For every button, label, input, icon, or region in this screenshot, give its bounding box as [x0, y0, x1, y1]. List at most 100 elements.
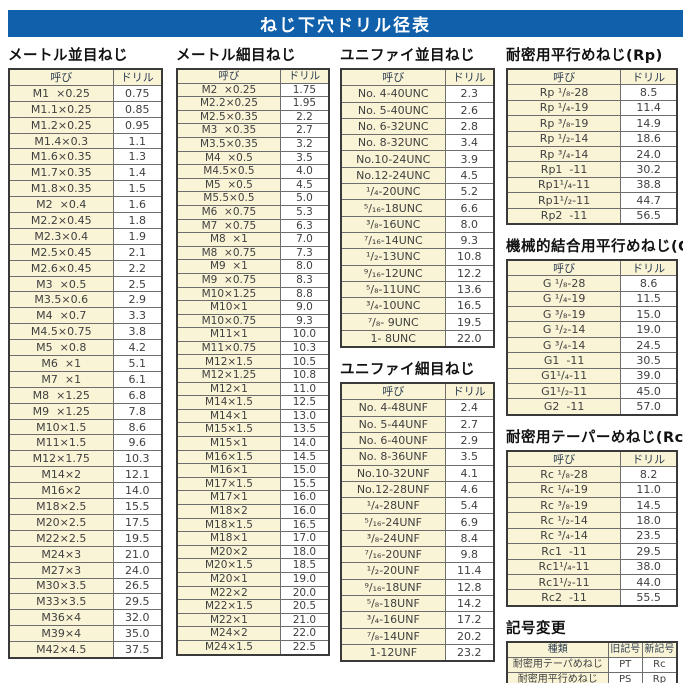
spec-cell: M18×2.5 [8, 498, 114, 515]
table-row: Rc1¹/₂-11 44.0 [506, 573, 678, 591]
table-row: G1¹/₄-11 39.0 [506, 367, 678, 385]
drill-cell: 55.5 [620, 589, 678, 607]
spec-cell: M6 ×0.75 [176, 204, 281, 220]
spec-cell: M17×1.5 [176, 476, 281, 492]
drill-cell: 1.95 [279, 96, 330, 111]
drill-cell: 56.5 [620, 207, 678, 225]
drill-cell: 12.2 [444, 264, 495, 282]
table-row: ⁵/₁₆-24UNF 6.9 [340, 513, 495, 531]
spec-cell: M24×3 [8, 545, 114, 563]
drill-cell: 6.9 [444, 513, 495, 531]
type-cell: 耐密用テーパめねじ [506, 656, 609, 674]
drill-cell: 4.0 [279, 164, 330, 179]
drill-cell: 7.3 [279, 245, 330, 261]
spec-cell: ⁷/₈- 9UNC [340, 313, 446, 331]
table-row: Rc ¹/₄-19 11.0 [506, 481, 678, 498]
table-row: Rc2 -11 55.5 [506, 589, 678, 607]
drill-cell: 14.9 [620, 115, 678, 132]
spec-cell: ³/₄-16UNF [340, 611, 446, 629]
spec-cell: ⁵/₁₆-24UNF [340, 513, 446, 531]
drill-cell: 0.85 [112, 100, 163, 118]
table-row: ⁹/₁₆-12UNC 12.2 [340, 264, 495, 282]
drill-cell: 44.7 [620, 192, 678, 209]
header-row: 呼び ドリル [340, 68, 495, 87]
drill-cell: 16.0 [279, 504, 330, 519]
spec-cell: No. 8-36UNF [340, 448, 446, 466]
column-header: ドリル [620, 450, 678, 468]
spec-cell: Rp ¹/₈-28 [506, 84, 622, 101]
spec-cell: M20×2.5 [8, 513, 114, 531]
spec-cell: Rp2 -11 [506, 207, 622, 225]
drill-cell: 8.4 [444, 529, 495, 548]
drill-cell: 3.4 [444, 134, 495, 152]
drill-cell: 23.5 [620, 527, 678, 545]
spec-cell: Rp ¹/₂-14 [506, 130, 622, 147]
drill-cell: 12.5 [279, 395, 330, 410]
section-title-unified-fine: ユニファイ細目ねじ [340, 362, 475, 379]
column-pipe-threads: 耐密用平行めねじ(Rp) 呼び ドリル Rp ¹/₈-28 8.5 Rp ¹/₄-19 1… [506, 41, 683, 683]
drill-cell: 8.0 [444, 215, 495, 233]
drill-cell: 3.5 [444, 448, 495, 466]
spec-cell: M14×2 [8, 466, 114, 484]
column-header: 呼び [340, 382, 446, 401]
table-row: M2.5×0.45 2.1 [8, 243, 163, 261]
spec-cell: G ¹/₄-19 [506, 290, 622, 308]
spec-cell: No. 6-32UNC [340, 117, 446, 136]
drill-cell: 30.2 [620, 161, 678, 178]
spec-cell: G1¹/₂-11 [506, 383, 622, 400]
drill-cell: 4.6 [444, 480, 495, 499]
unified-fine-table-grid: 呼び ドリル No. 4-48UNF 2.4 No. 5-44UNF 2.7 No. 6-4… [340, 382, 495, 663]
table-row: M1.8×0.35 1.5 [8, 180, 163, 198]
spec-cell: M10×1.25 [176, 286, 281, 302]
table-row: M2 ×0.4 1.6 [8, 196, 163, 214]
spec-cell: M24×2 [176, 626, 281, 641]
spec-cell: M10×0.75 [176, 313, 281, 329]
drill-cell: 19.5 [444, 313, 495, 331]
drill-cell: 9.8 [444, 546, 495, 564]
new-symbol-cell: Rc [641, 656, 678, 674]
table-row: No. 6-40UNF 2.9 [340, 431, 495, 450]
spec-cell: No.10-24UNC [340, 150, 446, 168]
table-row: M10×1 9.0 [176, 300, 330, 315]
drill-cell: 18.0 [620, 512, 678, 529]
spec-cell: ⁷/₈-14UNF [340, 627, 446, 645]
table-row: G1¹/₂-11 45.0 [506, 383, 678, 400]
table-row: Rc ³/₈-19 14.5 [506, 496, 678, 514]
spec-cell: Rp ¹/₄-19 [506, 99, 622, 117]
section-title-unified-coarse: ユニファイ並目ねじ [340, 48, 475, 64]
rp-table: 呼び ドリル Rp ¹/₈-28 8.5 Rp ¹/₄-19 11.4 Rp ³/₈-19 1… [506, 68, 678, 225]
spec-cell: M18×1.5 [176, 517, 281, 533]
drill-cell: 8.6 [620, 275, 678, 292]
metric-coarse-table: 呼び ドリル M1 ×0.25 0.75 M1.1×0.25 0.85 M1.2×0.25 0… [8, 68, 163, 659]
drill-cell: 14.0 [112, 482, 163, 500]
drill-cell: 5.0 [279, 191, 330, 206]
drill-cell: 11.4 [620, 99, 678, 117]
table-row: M9 ×1.25 7.8 [8, 402, 163, 420]
spec-cell: M36×4 [8, 609, 114, 627]
spec-cell: ⁵/₈-11UNC [340, 280, 446, 299]
spec-cell: ¹/₂-20UNF [340, 562, 446, 580]
spec-cell: Rp1¹/₄-11 [506, 176, 622, 194]
table-row: M8 ×1.25 6.8 [8, 386, 163, 404]
drill-cell: 13.0 [279, 408, 330, 424]
table-row: No. 4-40UNC 2.3 [340, 85, 495, 103]
drill-cell: 23.2 [444, 643, 495, 662]
table-row: No.12-24UNC 4.5 [340, 166, 495, 185]
table-row: Rp2 -11 56.5 [506, 207, 678, 225]
spec-cell: No. 4-48UNF [340, 399, 446, 417]
header-row: 呼び ドリル [340, 382, 495, 401]
drill-cell: 4.5 [279, 177, 330, 193]
drill-cell: 10.3 [112, 450, 163, 468]
table-row: M16×1.5 14.5 [176, 449, 330, 465]
column-header: 呼び [506, 450, 622, 468]
table-row: M4 ×0.7 3.3 [8, 307, 163, 325]
spec-cell: ³/₈-24UNF [340, 529, 446, 548]
table-row: M18×1 17.0 [176, 531, 330, 546]
table-row: M1.6×0.35 1.3 [8, 148, 163, 166]
table-row: M6 ×0.75 5.3 [176, 204, 330, 220]
spec-cell: M14×1 [176, 408, 281, 424]
table-row: M18×2 16.0 [176, 504, 330, 519]
spec-cell: M42×4.5 [8, 641, 114, 659]
spec-cell: G ³/₈-19 [506, 306, 622, 323]
drill-cell: 9.0 [279, 300, 330, 315]
